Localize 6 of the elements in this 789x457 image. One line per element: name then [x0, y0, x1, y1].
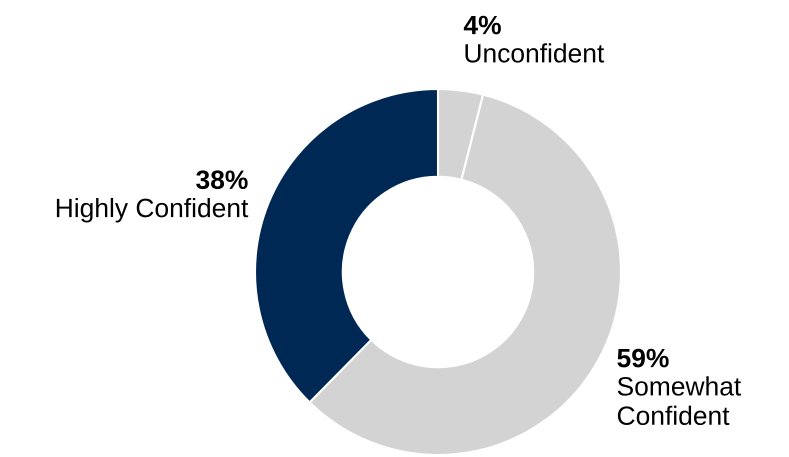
slice-label: Somewhat Confident: [618, 376, 742, 426]
data-label: 4%: [464, 16, 501, 34]
data-label: 38%: [196, 170, 248, 190]
slice-label: Highly Confident: [56, 198, 248, 223]
data-label: 59%: [617, 348, 669, 368]
slice-label: Unconfident: [465, 43, 604, 63]
